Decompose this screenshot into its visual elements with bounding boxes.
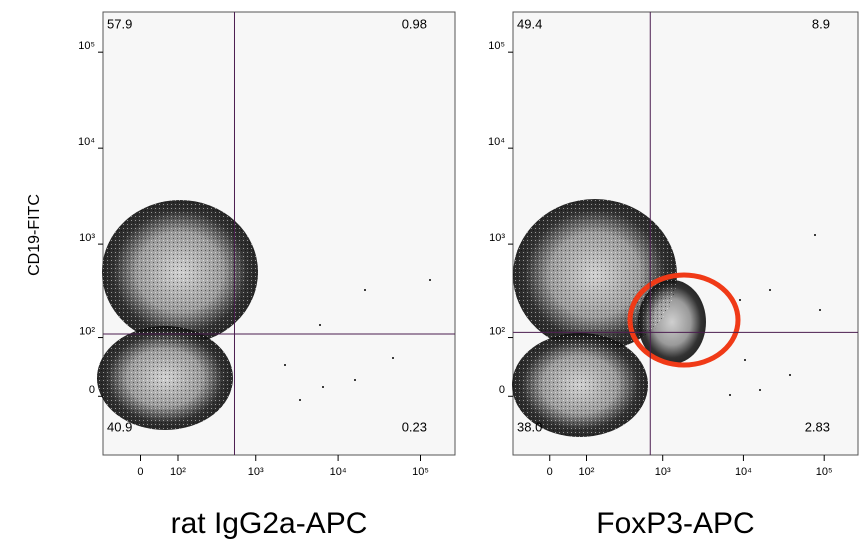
y-tick-label: 10⁴ bbox=[488, 136, 505, 148]
quadrant-percent: 40.9 bbox=[107, 419, 132, 434]
y-tick-label: 10³ bbox=[489, 232, 505, 244]
quadrant-percent: 0.23 bbox=[402, 419, 427, 434]
density-cloud bbox=[97, 200, 431, 430]
x-tick-label: 0 bbox=[137, 466, 143, 478]
quadrant-percent: 57.9 bbox=[107, 16, 132, 31]
y-axis-title: CD19-FITC bbox=[26, 194, 43, 276]
highlight-circle bbox=[627, 272, 741, 368]
quadrant-percent: 49.4 bbox=[517, 16, 542, 31]
x-tick-label: 10² bbox=[579, 466, 595, 478]
y-tick-label: 10² bbox=[79, 325, 95, 337]
x-axis-title: rat IgG2a-APC bbox=[171, 507, 368, 540]
quadrant-percent: 38.0 bbox=[517, 419, 542, 434]
x-tick-label: 10⁵ bbox=[412, 466, 429, 478]
x-tick-label: 10⁴ bbox=[735, 466, 752, 478]
panel: 0 10² 10³ 10⁴ 10⁵ 0 10² 10³ 10⁴ 10⁵ 49.4 8.9 38.0 2.8… bbox=[488, 11, 859, 540]
quadrant-percent: 0.98 bbox=[402, 16, 427, 31]
x-axis-title: FoxP3-APC bbox=[596, 507, 754, 540]
x-tick-label: 10² bbox=[170, 466, 186, 478]
y-tick-label: 10² bbox=[489, 325, 505, 337]
x-tick-label: 10³ bbox=[248, 466, 264, 478]
y-tick-label: 0 bbox=[89, 384, 95, 396]
panel: 0 10² 10³ 10⁴ 10⁵ 0 10² 10³ 10⁴ 10⁵ 57.9 0.98 40.9 0.… bbox=[26, 11, 456, 540]
density-cloud bbox=[512, 199, 821, 437]
y-tick-label: 10⁵ bbox=[488, 40, 505, 52]
y-tick-label: 10⁴ bbox=[78, 136, 95, 148]
quadrant-percent: 8.9 bbox=[812, 16, 830, 31]
y-tick-label: 0 bbox=[499, 384, 505, 396]
x-tick-label: 10³ bbox=[655, 466, 671, 478]
x-tick-label: 10⁵ bbox=[816, 466, 833, 478]
y-tick-label: 10³ bbox=[79, 232, 95, 244]
x-tick-label: 0 bbox=[547, 466, 553, 478]
x-tick-label: 10⁴ bbox=[330, 466, 347, 478]
quadrant-percent: 2.83 bbox=[805, 419, 830, 434]
y-tick-label: 10⁵ bbox=[78, 40, 95, 52]
